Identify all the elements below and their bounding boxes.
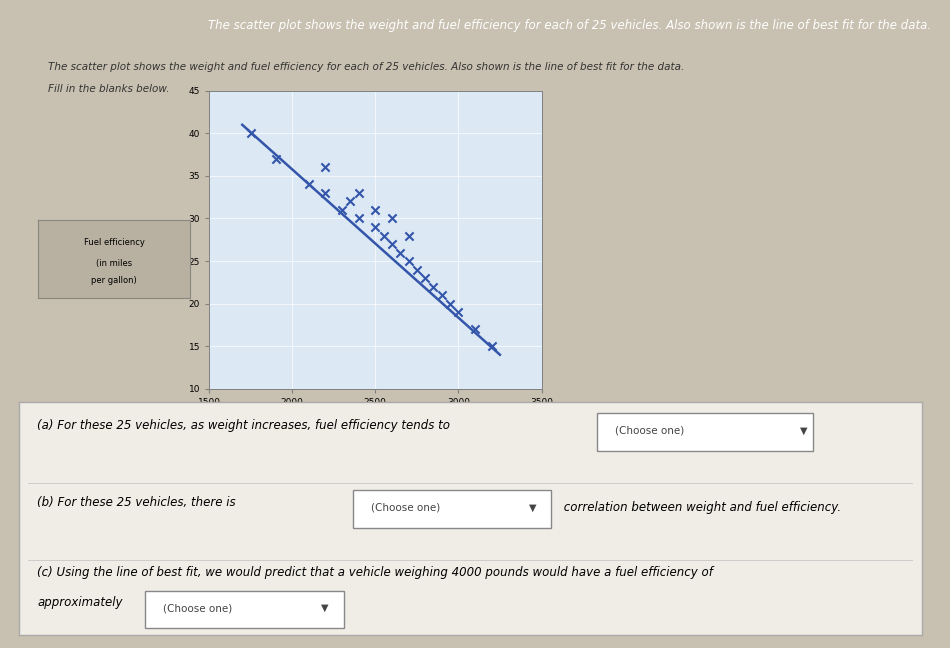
Point bbox=[426, 281, 441, 292]
Point bbox=[392, 248, 408, 258]
X-axis label: Weight (in pounds): Weight (in pounds) bbox=[326, 411, 425, 421]
Text: (Choose one): (Choose one) bbox=[615, 426, 684, 436]
Point bbox=[443, 299, 458, 309]
FancyBboxPatch shape bbox=[145, 591, 344, 628]
FancyBboxPatch shape bbox=[353, 491, 551, 527]
Point bbox=[368, 222, 383, 232]
Text: (in miles: (in miles bbox=[96, 259, 132, 268]
Text: ▼: ▼ bbox=[321, 603, 329, 613]
Text: (Choose one): (Choose one) bbox=[163, 603, 233, 613]
Text: per gallon): per gallon) bbox=[91, 277, 137, 286]
Text: ▼: ▼ bbox=[529, 503, 537, 513]
Point bbox=[401, 230, 416, 240]
Point bbox=[434, 290, 449, 300]
Point bbox=[368, 205, 383, 215]
Point bbox=[317, 162, 332, 172]
Point bbox=[334, 205, 350, 215]
Point bbox=[376, 230, 391, 240]
Point bbox=[467, 324, 483, 334]
Point bbox=[409, 264, 425, 275]
Point bbox=[384, 213, 399, 224]
Point bbox=[301, 179, 316, 190]
Text: approximately: approximately bbox=[37, 596, 123, 609]
Text: (c) Using the line of best fit, we would predict that a vehicle weighing 4000 po: (c) Using the line of best fit, we would… bbox=[37, 566, 712, 579]
Text: (a) For these 25 vehicles, as weight increases, fuel efficiency tends to: (a) For these 25 vehicles, as weight inc… bbox=[37, 419, 450, 432]
Point bbox=[401, 256, 416, 266]
Text: Fill in the blanks below.: Fill in the blanks below. bbox=[48, 84, 169, 94]
Point bbox=[418, 273, 433, 283]
Text: Fuel efficiency: Fuel efficiency bbox=[84, 238, 144, 247]
Point bbox=[352, 188, 367, 198]
Text: ▼: ▼ bbox=[800, 426, 808, 436]
Point bbox=[384, 239, 399, 249]
Point bbox=[450, 307, 465, 318]
FancyBboxPatch shape bbox=[597, 413, 813, 451]
Point bbox=[484, 341, 500, 351]
Text: (b) For these 25 vehicles, there is: (b) For these 25 vehicles, there is bbox=[37, 496, 236, 509]
Text: The scatter plot shows the weight and fuel efficiency for each of 25 vehicles. A: The scatter plot shows the weight and fu… bbox=[48, 62, 684, 71]
Point bbox=[317, 188, 332, 198]
Point bbox=[343, 196, 358, 207]
Point bbox=[243, 128, 258, 139]
Text: The scatter plot shows the weight and fuel efficiency for each of 25 vehicles. A: The scatter plot shows the weight and fu… bbox=[208, 19, 931, 32]
Point bbox=[268, 154, 283, 164]
Point bbox=[352, 213, 367, 224]
Text: correlation between weight and fuel efficiency.: correlation between weight and fuel effi… bbox=[560, 502, 842, 515]
Text: (Choose one): (Choose one) bbox=[370, 503, 440, 513]
